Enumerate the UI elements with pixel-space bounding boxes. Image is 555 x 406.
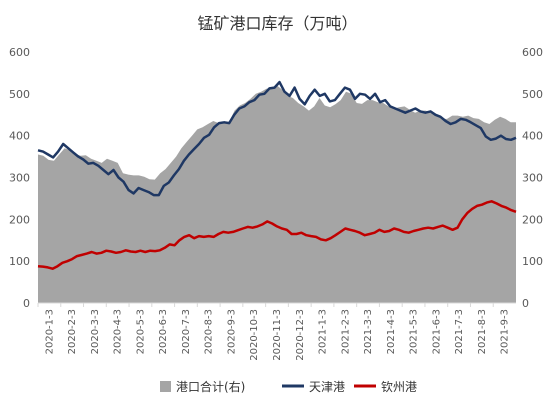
y-left-tick-label: 300 <box>9 172 30 185</box>
x-tick-label: 2020-3-3 <box>90 309 101 354</box>
legend-label-port-total: 港口合计(右) <box>176 379 245 394</box>
y-left-tick-label: 600 <box>9 46 30 59</box>
chart-title: 锰矿港口库存（万吨） <box>197 14 358 33</box>
x-tick-label: 2021-3-3 <box>363 309 374 354</box>
x-tick-label: 2020-12-3 <box>295 309 306 361</box>
x-tick-label: 2020-10-3 <box>249 309 260 361</box>
y-left-tick-label: 0 <box>23 297 30 310</box>
x-tick-label: 2020-5-3 <box>135 309 146 354</box>
x-tick-label: 2021-1-3 <box>318 309 329 354</box>
x-tick-label: 2020-8-3 <box>204 309 215 354</box>
legend-swatch-port-total <box>160 381 171 392</box>
series-line-qinzhou <box>37 200 517 270</box>
series-line-tianjin <box>37 80 517 197</box>
x-tick-label: 2020-2-3 <box>67 309 78 354</box>
y-right-tick-label: 500 <box>522 88 543 101</box>
x-tick-label: 2021-7-3 <box>454 309 465 354</box>
y-right-tick-label: 200 <box>522 213 543 226</box>
legend-label-qinzhou: 钦州港 <box>381 380 417 394</box>
legend-label-tianjin: 天津港 <box>309 380 345 394</box>
x-tick-label: 2020-11-3 <box>272 309 283 361</box>
x-tick-label: 2021-4-3 <box>386 309 397 354</box>
x-tick-label: 2020-9-3 <box>227 309 238 354</box>
y-right-tick-label: 0 <box>522 297 529 310</box>
y-right-tick-label: 100 <box>522 255 543 268</box>
y-left-tick-label: 500 <box>9 88 30 101</box>
x-tick-label: 2021-6-3 <box>431 309 442 354</box>
y-right-tick-label: 300 <box>522 172 543 185</box>
series-area-port-total <box>38 85 516 303</box>
x-tick-label: 2020-1-3 <box>44 309 55 354</box>
y-left-tick-label: 100 <box>9 255 30 268</box>
x-tick-label: 2021-9-3 <box>500 309 511 354</box>
x-tick-label: 2020-4-3 <box>113 309 124 354</box>
x-tick-label: 2020-7-3 <box>181 309 192 354</box>
y-left-tick-label: 400 <box>9 130 30 143</box>
y-right-tick-label: 600 <box>522 46 543 59</box>
y-left-tick-label: 200 <box>9 213 30 226</box>
x-tick-label: 2021-8-3 <box>477 309 488 354</box>
x-tick-label: 2021-5-3 <box>409 309 420 354</box>
x-tick-label: 2021-2-3 <box>340 309 351 354</box>
y-right-tick-label: 400 <box>522 130 543 143</box>
x-tick-label: 2020-6-3 <box>158 309 169 354</box>
